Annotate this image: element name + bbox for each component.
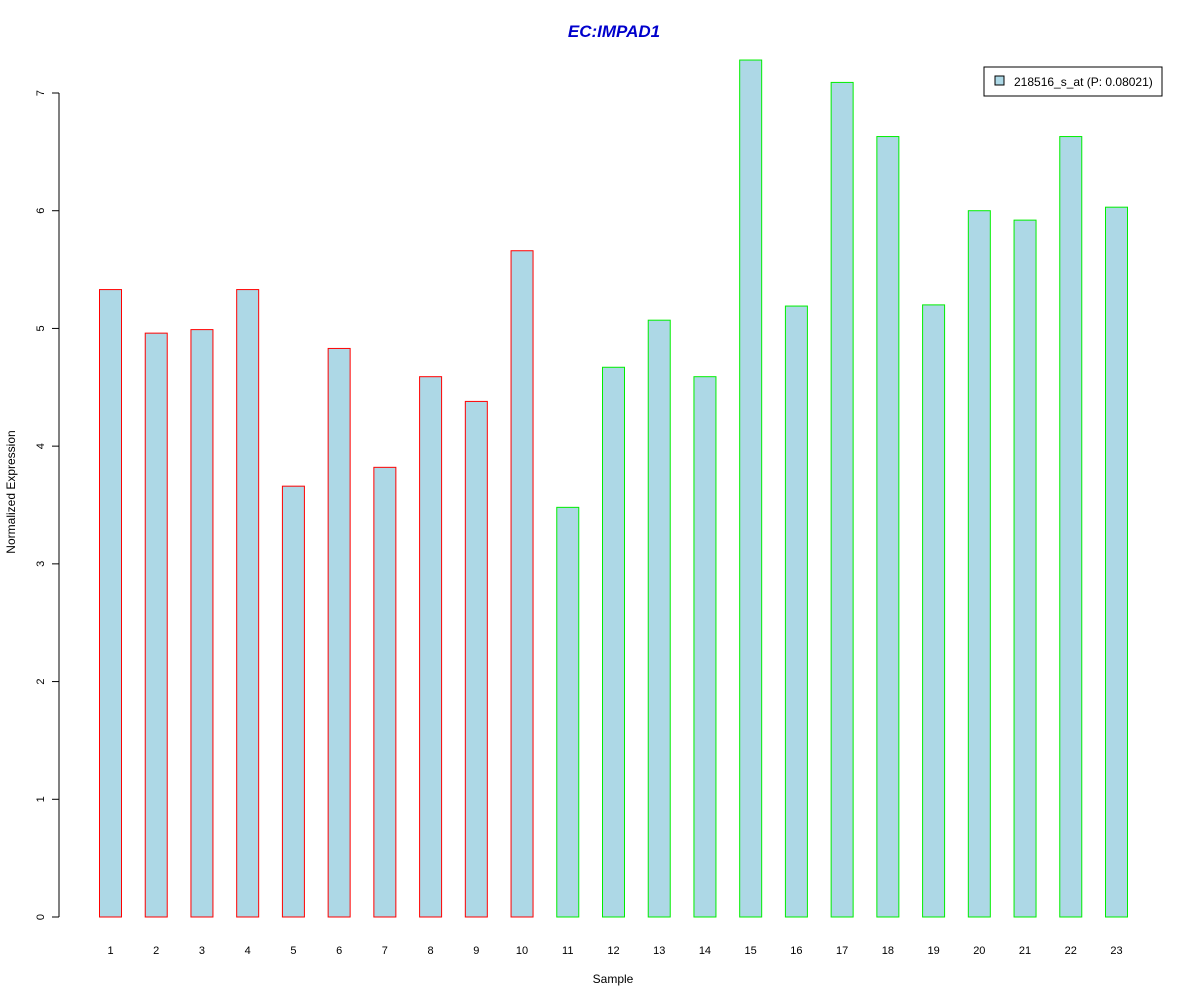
x-tick-label: 17 [836,945,848,957]
bar-sample-17 [830,81,854,918]
x-axis-label: Sample [593,972,634,986]
x-tick-label: 21 [1019,945,1031,957]
bar-sample-9 [464,400,488,918]
x-tick-label: 16 [790,945,802,957]
y-axis: 0 1 2 3 4 5 6 7 [35,90,60,920]
y-tick-label: 5 [35,325,47,331]
x-tick-label: 4 [245,945,251,957]
y-tick-label: 1 [35,796,47,802]
bar-sample-5 [281,485,305,918]
y-tick-label: 2 [35,679,47,685]
bar-sample-2 [144,332,168,918]
bar-sample-21 [1013,219,1037,918]
x-tick-label: 2 [153,945,159,957]
bar-sample-23 [1105,206,1128,918]
x-tick-label: 14 [699,945,711,957]
x-tick-label: 10 [516,945,528,957]
x-tick-label: 19 [927,945,939,957]
bar-sample-1 [99,289,122,918]
x-tick-label: 8 [428,945,434,957]
bars-group [99,59,1128,918]
x-tick-label: 15 [745,945,757,957]
x-tick-label: 11 [562,945,573,957]
bar-sample-18 [876,136,900,918]
x-tick-labels: 1 2 3 4 5 6 7 8 9 10 11 12 13 14 15 16 17 18 19 20 21 22 23 [107,945,1122,957]
chart-title: EC:IMPAD1 [568,22,660,41]
x-tick-label: 20 [973,945,985,957]
legend-swatch [994,75,1005,86]
x-tick-label: 3 [199,945,205,957]
y-tick-label: 3 [35,561,47,567]
x-tick-label: 23 [1110,945,1122,957]
x-tick-label: 22 [1065,945,1077,957]
y-tick-label: 0 [35,914,47,920]
x-tick-label: 6 [336,945,342,957]
bar-sample-22 [1059,136,1083,918]
bar-sample-16 [784,305,808,918]
y-tick-label: 7 [35,90,47,96]
y-tick-label: 4 [35,443,47,449]
bar-sample-8 [419,376,443,918]
x-tick-label: 12 [607,945,619,957]
x-tick-label: 18 [882,945,894,957]
x-tick-label: 9 [473,945,479,957]
bar-sample-12 [602,366,625,918]
bar-sample-10 [510,250,534,918]
bar-sample-11 [556,506,580,918]
legend: 218516_s_at (P: 0.08021) [983,66,1163,97]
bar-sample-4 [236,289,260,918]
x-tick-label: 1 [107,945,113,957]
bar-sample-14 [693,376,717,918]
legend-box [983,66,1163,97]
x-tick-label: 5 [290,945,296,957]
legend-label: 218516_s_at (P: 0.08021) [1014,75,1153,89]
y-tick-label: 6 [35,208,47,214]
bar-sample-20 [967,210,991,918]
bar-sample-19 [922,304,946,918]
y-axis-label: Normalized Expression [4,430,18,553]
bar-sample-6 [327,347,351,918]
x-tick-label: 7 [382,945,388,957]
bar-sample-7 [373,466,397,918]
bar-sample-3 [190,329,214,918]
x-tick-label: 13 [653,945,665,957]
bar-sample-15 [739,59,763,918]
bar-sample-13 [647,319,671,918]
